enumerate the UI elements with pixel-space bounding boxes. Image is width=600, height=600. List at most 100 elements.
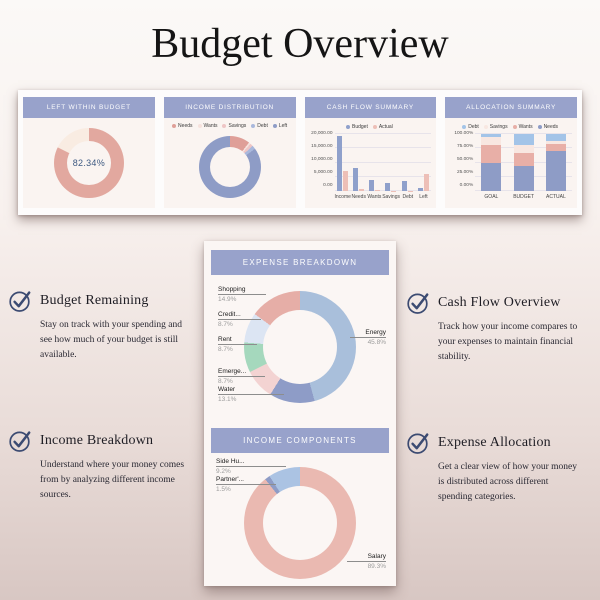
card-cash-flow-summary: CASH FLOW SUMMARY Budget Actual 20,000.00… bbox=[304, 97, 437, 208]
feature-header: Cash Flow Overview bbox=[406, 291, 578, 315]
budget-remaining-percent: 82.34% bbox=[72, 158, 106, 168]
card-left-within-budget: LEFT WITHIN BUDGET 82.34% bbox=[23, 97, 155, 208]
stacked-group-actual bbox=[540, 134, 572, 191]
bar-group-income bbox=[335, 134, 351, 191]
bar-actual bbox=[375, 190, 381, 191]
bar-group-wants bbox=[367, 134, 383, 191]
stack-segment-needs bbox=[513, 165, 534, 191]
section-header-expense-breakdown: EXPENSE BREAKDOWN bbox=[211, 250, 389, 275]
legend-swatch bbox=[172, 124, 177, 128]
gridline bbox=[475, 133, 572, 134]
feature-title: Cash Flow Overview bbox=[438, 295, 561, 310]
feature-income-breakdown: Income Breakdown Understand where your m… bbox=[8, 429, 184, 504]
callout-label: Water bbox=[218, 386, 284, 396]
bar-budget bbox=[417, 187, 423, 191]
y-tick-label: 15,000.00 bbox=[311, 144, 333, 150]
gridline bbox=[334, 147, 432, 149]
stack-segment-debt bbox=[481, 134, 502, 137]
gridline bbox=[334, 161, 432, 163]
stacked-group-budget bbox=[508, 134, 540, 191]
callout-label: Shopping bbox=[218, 286, 266, 296]
stack-segment-debt bbox=[545, 134, 566, 142]
bar-budget bbox=[369, 179, 375, 191]
stack-segment-savings bbox=[513, 145, 534, 154]
legend-item-needs: Needs bbox=[172, 123, 193, 129]
stack-segment-needs bbox=[481, 162, 502, 191]
stacked-bar-budget bbox=[513, 134, 534, 191]
stack-segment-wants bbox=[545, 144, 566, 152]
bar-group-savings bbox=[383, 134, 399, 191]
legend-swatch bbox=[251, 124, 256, 128]
callout-percent: 45.8% bbox=[367, 339, 386, 347]
card-body: Budget Actual 20,000.00 15,000.00 10,000.00… bbox=[305, 118, 437, 208]
legend-item-budget: Budget bbox=[345, 124, 368, 130]
feature-cash-flow-overview: Cash Flow Overview Track how your income… bbox=[406, 291, 578, 366]
feature-header: Expense Allocation bbox=[406, 431, 578, 455]
legend-swatch bbox=[222, 124, 227, 128]
legend-item-wants: Wants bbox=[512, 124, 533, 130]
bar-budget bbox=[401, 181, 407, 191]
callout-water: Water 13.1% bbox=[218, 386, 284, 404]
callout-label: Rent bbox=[218, 336, 257, 346]
card-header-income-distribution: INCOME DISTRIBUTION bbox=[163, 97, 296, 118]
legend-swatch bbox=[372, 125, 377, 129]
feature-title: Income Breakdown bbox=[40, 433, 154, 448]
check-circle-icon bbox=[407, 293, 429, 314]
legend-label: Needs bbox=[178, 123, 193, 129]
callout-label: Partner'... bbox=[216, 476, 276, 486]
donut-hole bbox=[263, 486, 337, 560]
legend-label: Left bbox=[278, 123, 288, 129]
bar-budget bbox=[337, 136, 343, 191]
callout-side-hustle: Side Hu... 9.2% bbox=[216, 458, 286, 476]
stacked-bar-goal bbox=[481, 134, 502, 191]
category-label: GOAL bbox=[484, 194, 499, 200]
expense-breakdown-donut bbox=[244, 291, 356, 403]
stack-segment-savings bbox=[545, 141, 566, 145]
legend-label: Savings bbox=[228, 123, 247, 129]
card-body: 82.34% bbox=[23, 118, 155, 208]
callout-percent: 1.5% bbox=[216, 486, 231, 494]
section-header-income-components: INCOME COMPONENTS bbox=[211, 428, 389, 453]
dashboard-strip: LEFT WITHIN BUDGET 82.34% INCOME DISTRIB… bbox=[18, 90, 582, 215]
callout-energy: Energy 45.8% bbox=[350, 329, 386, 347]
income-distribution-donut bbox=[198, 136, 261, 198]
cash-flow-bar-chart: 20,000.00 15,000.00 10,000.00 5,000.00 0.00 I… bbox=[308, 131, 432, 200]
category-label: ACTUAL bbox=[546, 194, 566, 200]
callout-emergency: Emerge... 8.7% bbox=[218, 368, 265, 386]
feature-description: Understand where your money comes from b… bbox=[40, 460, 185, 501]
bar-budget bbox=[353, 168, 359, 191]
legend-swatch bbox=[272, 124, 277, 128]
y-tick-label: 50.00% bbox=[456, 157, 474, 163]
gridline bbox=[334, 190, 432, 191]
category-axis: Income Needs Wants Savings Debt Left bbox=[335, 191, 432, 200]
card-header-cash-flow-summary: CASH FLOW SUMMARY bbox=[304, 97, 437, 118]
legend-label: Debt bbox=[257, 123, 268, 129]
card-header-left-within-budget: LEFT WITHIN BUDGET bbox=[23, 97, 155, 118]
legend-swatch bbox=[537, 125, 542, 129]
legend-item-needs: Needs bbox=[537, 124, 558, 130]
callout-percent: 13.1% bbox=[218, 396, 237, 404]
callout-label: Credit... bbox=[218, 311, 261, 321]
category-label: Income bbox=[334, 194, 351, 200]
check-circle-icon bbox=[9, 291, 31, 312]
legend-label: Wants bbox=[203, 123, 218, 129]
check-circle-icon bbox=[407, 433, 429, 454]
card-body: Debt Savings Wants Needs 100.00% 75.00% 50.00… bbox=[445, 118, 577, 208]
legend-item-savings: Savings bbox=[222, 123, 246, 129]
plot-wrap: Income Needs Wants Savings Debt Left bbox=[334, 133, 432, 200]
check-circle-icon bbox=[9, 431, 31, 452]
bar-group-left bbox=[415, 134, 431, 191]
legend-swatch bbox=[345, 125, 350, 129]
plot-area bbox=[334, 133, 432, 191]
legend-item-debt: Debt bbox=[251, 123, 268, 129]
allocation-stacked-chart: 100.00% 75.00% 50.00% 25.00% 0.00% GOAL BUDGET… bbox=[448, 131, 572, 200]
callout-credit: Credit... 8.7% bbox=[218, 311, 261, 329]
callout-label: Emerge... bbox=[218, 368, 265, 378]
callout-percent: 8.7% bbox=[218, 346, 233, 354]
stack-segment-wants bbox=[513, 153, 534, 166]
bar-actual bbox=[359, 189, 365, 191]
card-body: Needs Wants Savings Debt Left bbox=[164, 118, 296, 208]
legend-label: Debt bbox=[468, 124, 479, 130]
income-distribution-legend: Needs Wants Savings Debt Left bbox=[172, 122, 287, 130]
feature-header: Budget Remaining bbox=[8, 289, 180, 313]
